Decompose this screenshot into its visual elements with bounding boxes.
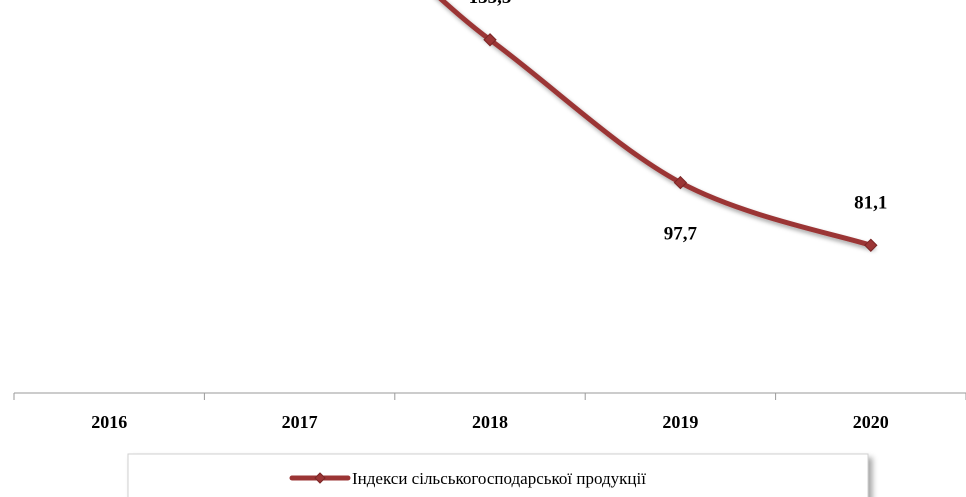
series-markers (483, 33, 878, 252)
data-label: 81,1 (854, 192, 887, 213)
data-point-marker (673, 175, 688, 190)
x-tick-label: 2018 (472, 412, 508, 432)
x-tick-label: 2020 (853, 412, 889, 432)
legend-box (127, 453, 869, 497)
x-axis-ticks (13, 393, 966, 400)
legend-marker (314, 472, 326, 484)
data-label: 97,7 (664, 224, 698, 245)
x-tick-label: 2017 (282, 412, 318, 432)
data-point-marker (483, 33, 497, 47)
x-tick-label: 2019 (662, 412, 698, 432)
data-labels: 155,4171,9135,597,781,1 (469, 0, 888, 245)
legend-label: Індекси сільськогосподарської продукції (352, 469, 646, 488)
legend: Індекси сільськогосподарської продукції (127, 453, 869, 497)
data-point-marker (864, 238, 878, 252)
x-tick-label: 2016 (91, 412, 127, 432)
data-label: 135,5 (469, 0, 512, 8)
x-axis-labels: 2016 2017 2018 2019 2020 (91, 412, 889, 432)
